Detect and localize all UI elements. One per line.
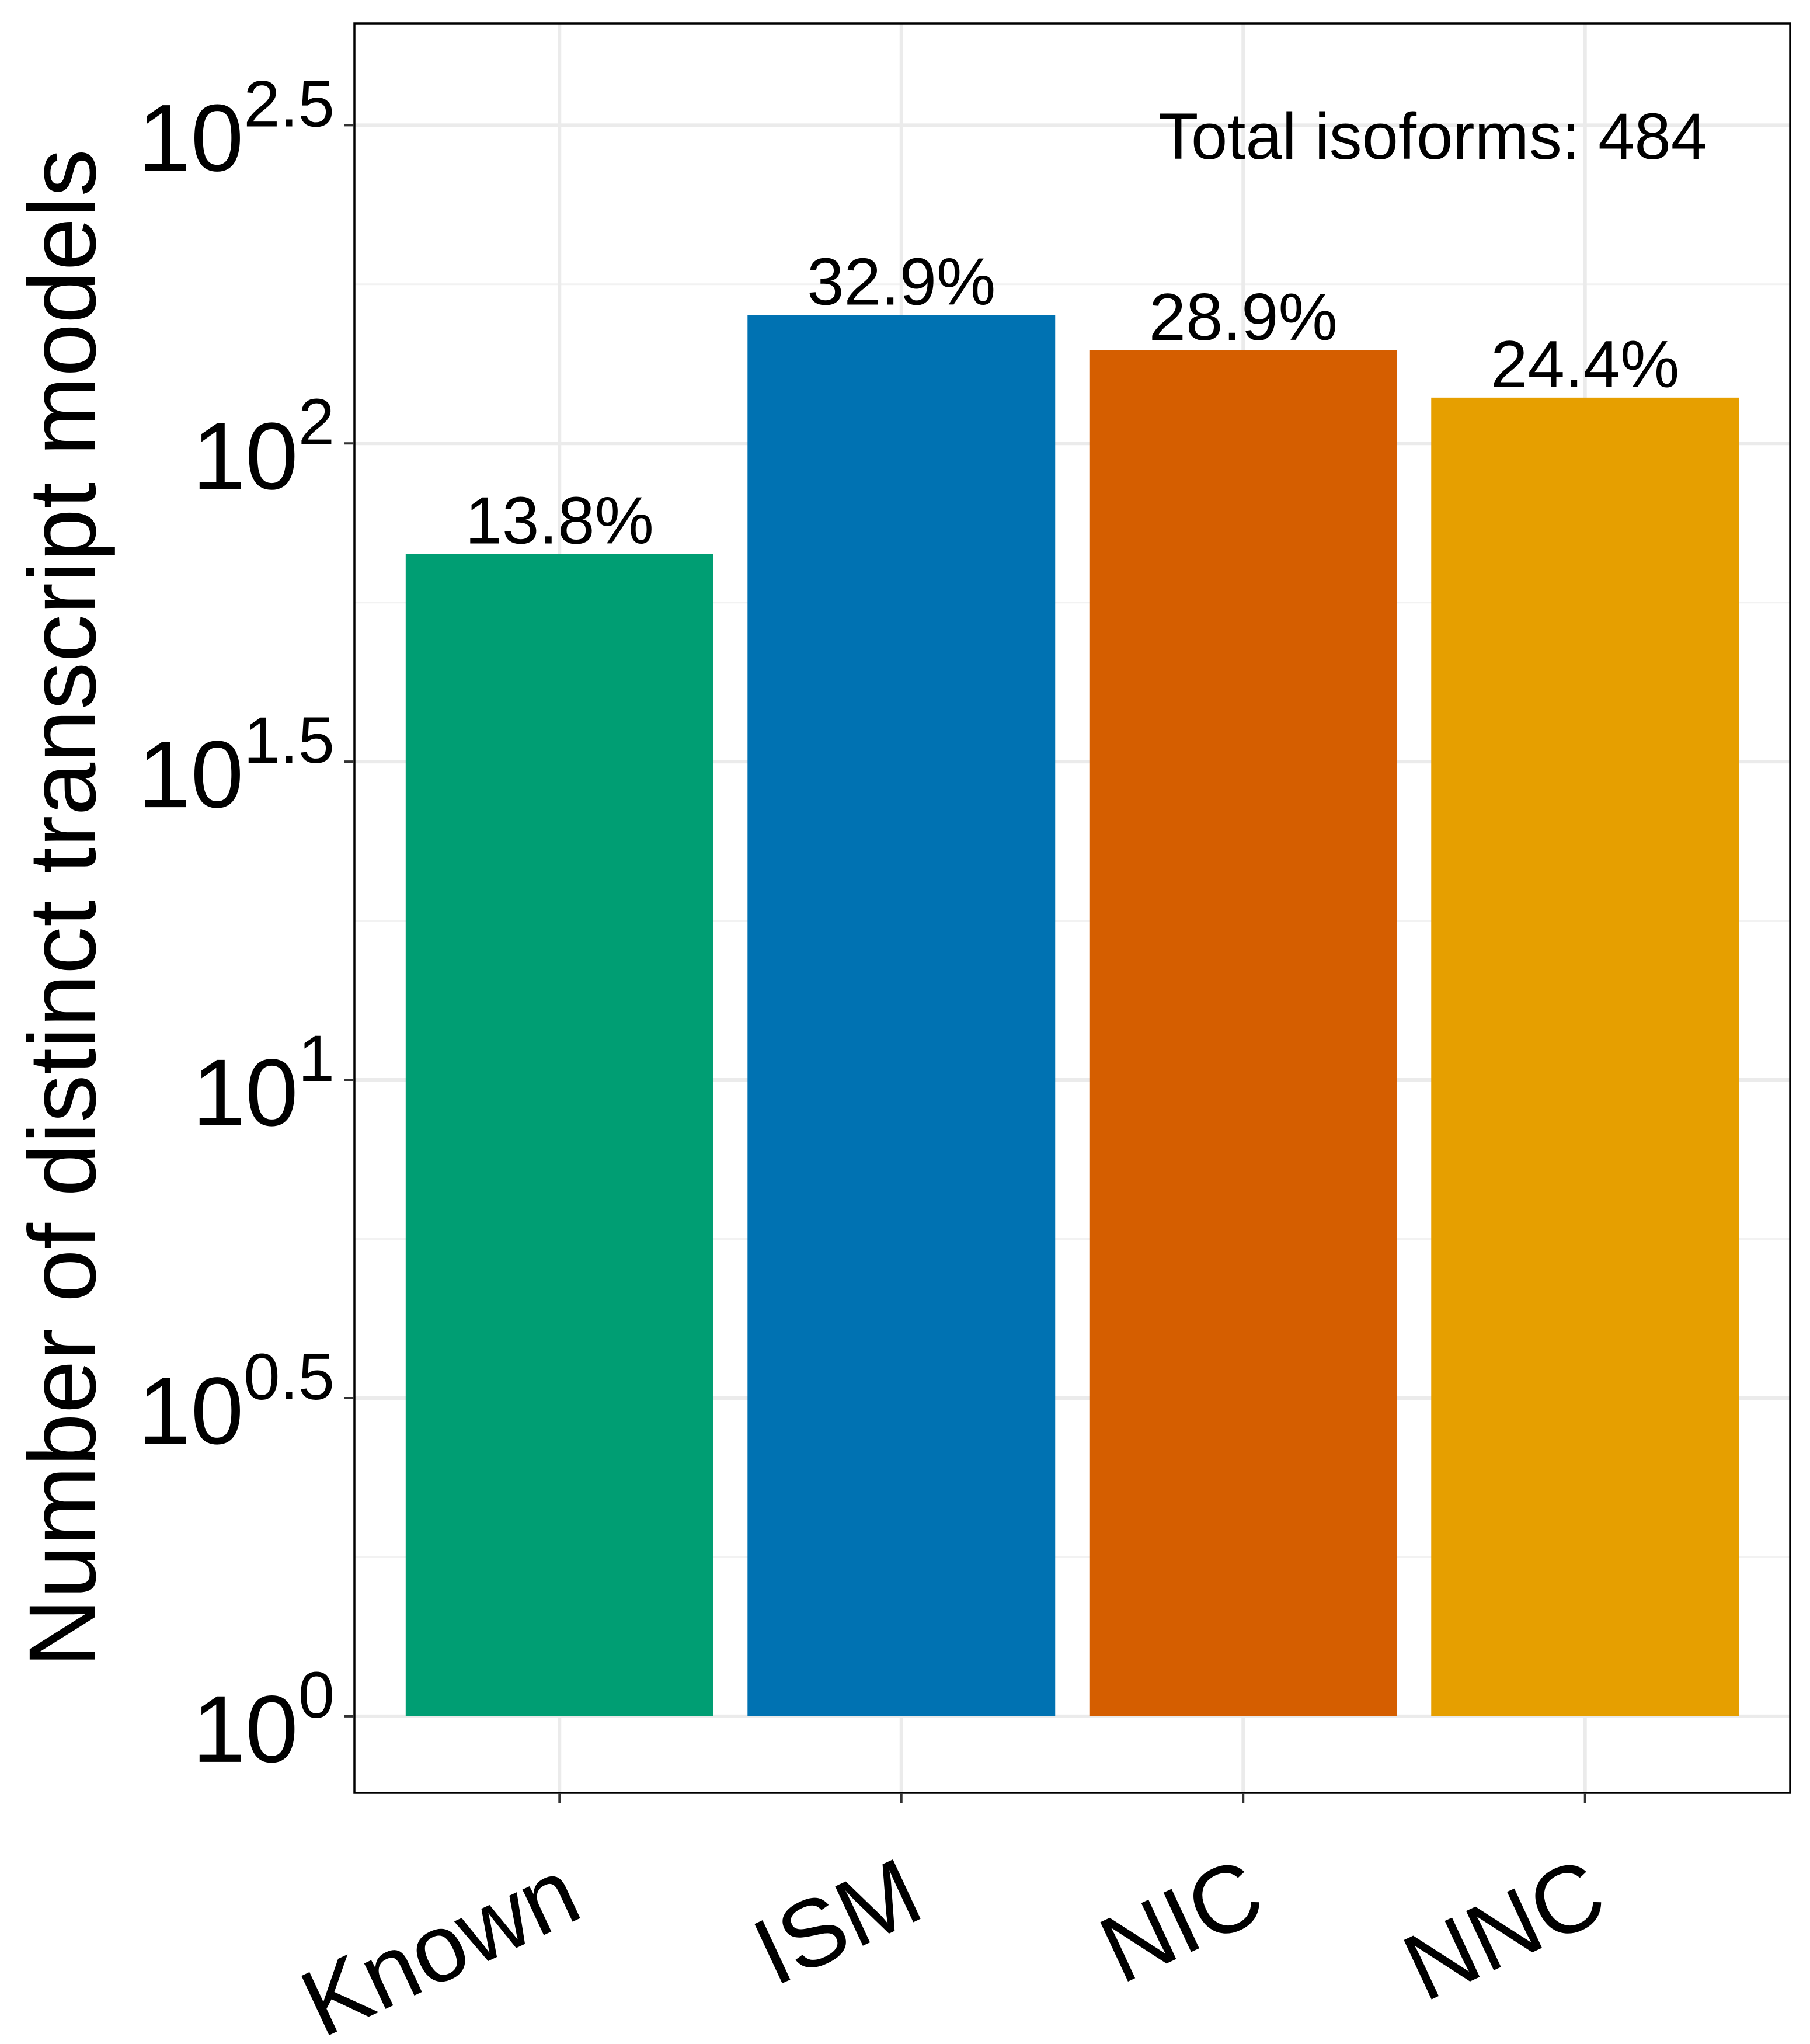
y-axis-title: Number of distinct transcript models <box>9 149 116 1667</box>
plot-border <box>353 22 1791 1794</box>
y-tick-label: 100 <box>192 1659 335 1782</box>
bar-label-nnc: 24.4% <box>1491 328 1679 402</box>
bar-known <box>405 554 713 1716</box>
bar-nic <box>1089 350 1397 1716</box>
bars <box>405 315 1739 1716</box>
y-tick-label: 100.5 <box>138 1340 335 1464</box>
bar-labels: 13.8% 32.9% 28.9% 24.4% <box>465 245 1680 558</box>
bar-nnc <box>1431 397 1739 1716</box>
y-tick-label: 101 <box>192 1022 335 1146</box>
bar-label-nic: 28.9% <box>1149 280 1338 354</box>
bar-label-known: 13.8% <box>465 484 654 558</box>
bar-label-ism: 32.9% <box>807 245 996 319</box>
y-tick-label: 102.5 <box>138 67 335 191</box>
y-tick-label: 102 <box>192 385 335 509</box>
y-tick-label: 101.5 <box>138 704 335 828</box>
bar-ism <box>747 315 1056 1716</box>
total-isoforms-annotation: Total isoforms: 484 <box>1158 100 1707 173</box>
